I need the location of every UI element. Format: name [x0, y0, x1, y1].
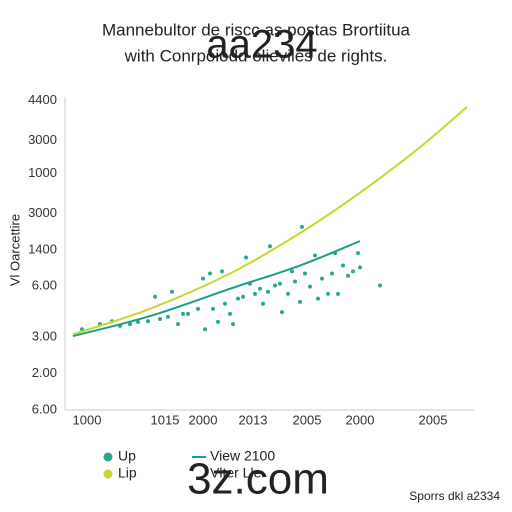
y-tick-label: 4400: [28, 92, 57, 107]
y-tick-label: 1000: [28, 165, 57, 180]
scatter-point: [244, 255, 248, 260]
scatter-point: [341, 263, 345, 268]
scatter-point: [346, 273, 350, 278]
scatter-point: [208, 271, 212, 276]
scatter-point: [326, 291, 330, 296]
y-tick-label: 2.00: [32, 365, 57, 380]
scatter-point: [231, 322, 235, 327]
scatter-point: [253, 291, 257, 296]
scatter-point: [236, 296, 240, 301]
scatter-point: [258, 286, 262, 291]
scatter-point: [146, 319, 150, 324]
scatter-point: [336, 291, 340, 296]
x-tick-label: 2013: [239, 412, 268, 427]
scatter-point: [166, 314, 170, 319]
scatter-point: [316, 296, 320, 301]
x-tick-label: 1000: [73, 412, 102, 427]
legend-label: View 2100: [210, 448, 275, 464]
watermark: aa234: [206, 23, 317, 67]
y-tick-label: 6.00: [32, 278, 57, 293]
scatter-point: [300, 224, 304, 229]
scatter-point: [128, 322, 132, 327]
scatter-point: [158, 317, 162, 322]
scatter-point: [293, 279, 297, 284]
legend-label: Lip: [118, 465, 137, 481]
scatter-point: [241, 294, 245, 299]
scatter-point: [330, 271, 334, 276]
scatter-point: [261, 301, 265, 306]
scatter-point: [278, 281, 282, 286]
watermark: 3z.com: [187, 455, 329, 504]
scatter-point: [266, 289, 270, 294]
scatter-point: [308, 284, 312, 289]
line-series: [72, 240, 361, 338]
x-tick-label: 2000: [189, 412, 218, 427]
scatter-point: [153, 294, 157, 299]
y-tick-label: 1400: [28, 241, 57, 256]
y-tick-label: 3000: [28, 132, 57, 147]
scatter-point: [313, 253, 317, 258]
scatter-point: [223, 301, 227, 306]
scatter-point: [186, 311, 190, 316]
scatter-point: [303, 271, 307, 276]
x-tick-label: 2005: [293, 412, 322, 427]
legend-marker: [103, 469, 113, 479]
scatter-point: [201, 276, 205, 281]
legend-marker: [103, 452, 113, 462]
scatter-point: [286, 291, 290, 296]
scatter-point: [170, 289, 174, 294]
scatter-point: [220, 269, 224, 274]
y-axis-label: Vl Oarcettire: [7, 214, 22, 286]
scatter-point: [320, 276, 324, 281]
legend-label: Up: [118, 448, 136, 464]
scatter-point: [176, 322, 180, 327]
scatter-point: [273, 283, 277, 288]
scatter-point: [378, 283, 382, 288]
x-tick-label: 2005: [419, 412, 448, 427]
scatter-point: [280, 310, 284, 315]
footer: Sporrs dkl a2334: [409, 489, 500, 503]
scatter-point: [203, 327, 207, 332]
scatter-point: [268, 244, 272, 249]
chart-title: Mannebultor de riscc as postas Brortiitu…: [102, 20, 411, 39]
chart-subtitle: with Conrpoiodd olieviles de rights.: [124, 46, 388, 65]
scatter-point: [356, 251, 360, 256]
scatter-point: [136, 319, 140, 324]
y-tick-label: 3.00: [32, 329, 57, 344]
legend-label: Vlter Lle: [210, 465, 262, 481]
scatter-point: [351, 269, 355, 274]
scatter-point: [181, 311, 185, 316]
scatter-point: [196, 306, 200, 311]
y-tick-label: 3000: [28, 205, 57, 220]
scatter-point: [228, 311, 232, 316]
y-tick-label: 6.00: [32, 401, 57, 416]
x-tick-label: 2000: [346, 412, 375, 427]
scatter-point: [298, 299, 302, 304]
scatter-point: [358, 265, 362, 270]
scatter-point: [211, 306, 215, 311]
scatter-point: [216, 319, 220, 324]
line-series: [72, 106, 468, 336]
scatter-point: [290, 269, 294, 274]
x-tick-label: 1015: [151, 412, 180, 427]
